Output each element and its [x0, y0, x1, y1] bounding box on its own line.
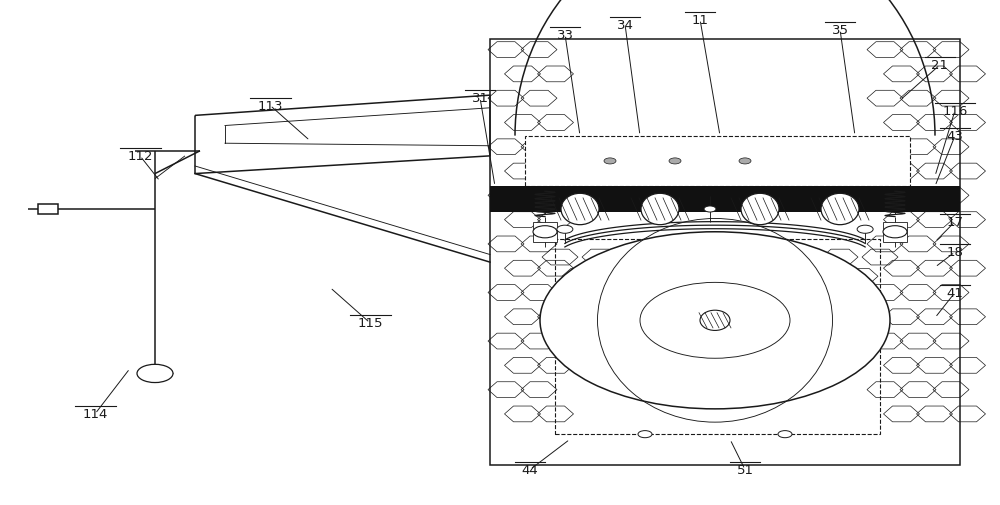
Bar — [555, 240, 880, 434]
Text: 43: 43 — [947, 130, 963, 143]
Circle shape — [533, 226, 557, 238]
Circle shape — [540, 232, 890, 409]
Text: 112: 112 — [127, 150, 153, 163]
Circle shape — [640, 283, 790, 359]
Circle shape — [557, 226, 573, 234]
Ellipse shape — [700, 311, 730, 331]
Circle shape — [704, 207, 716, 213]
Circle shape — [604, 159, 616, 165]
Text: 34: 34 — [617, 19, 633, 32]
Text: 115: 115 — [357, 317, 383, 330]
Circle shape — [638, 431, 652, 438]
Ellipse shape — [741, 194, 779, 225]
Bar — [490, 40, 960, 465]
Bar — [525, 136, 910, 187]
Text: 21: 21 — [932, 59, 948, 72]
Bar — [38, 205, 58, 215]
Bar — [533, 222, 557, 242]
Circle shape — [739, 159, 751, 165]
Circle shape — [669, 159, 681, 165]
Text: 11: 11 — [692, 14, 708, 27]
Text: 41: 41 — [947, 286, 963, 299]
Text: 17: 17 — [946, 216, 964, 229]
Bar — [883, 222, 907, 242]
Text: 33: 33 — [556, 29, 574, 42]
Ellipse shape — [561, 194, 599, 225]
Text: 116: 116 — [942, 105, 968, 118]
Text: 31: 31 — [472, 92, 488, 105]
Text: 51: 51 — [736, 463, 754, 476]
Circle shape — [137, 365, 173, 383]
Circle shape — [778, 431, 792, 438]
Text: 35: 35 — [832, 24, 848, 37]
Text: 44: 44 — [522, 463, 538, 476]
Circle shape — [857, 226, 873, 234]
Text: 18: 18 — [947, 246, 963, 259]
Text: 113: 113 — [257, 99, 283, 113]
Circle shape — [883, 226, 907, 238]
Ellipse shape — [821, 194, 859, 225]
Text: 114: 114 — [82, 408, 108, 421]
Ellipse shape — [641, 194, 679, 225]
Bar — [490, 187, 960, 212]
